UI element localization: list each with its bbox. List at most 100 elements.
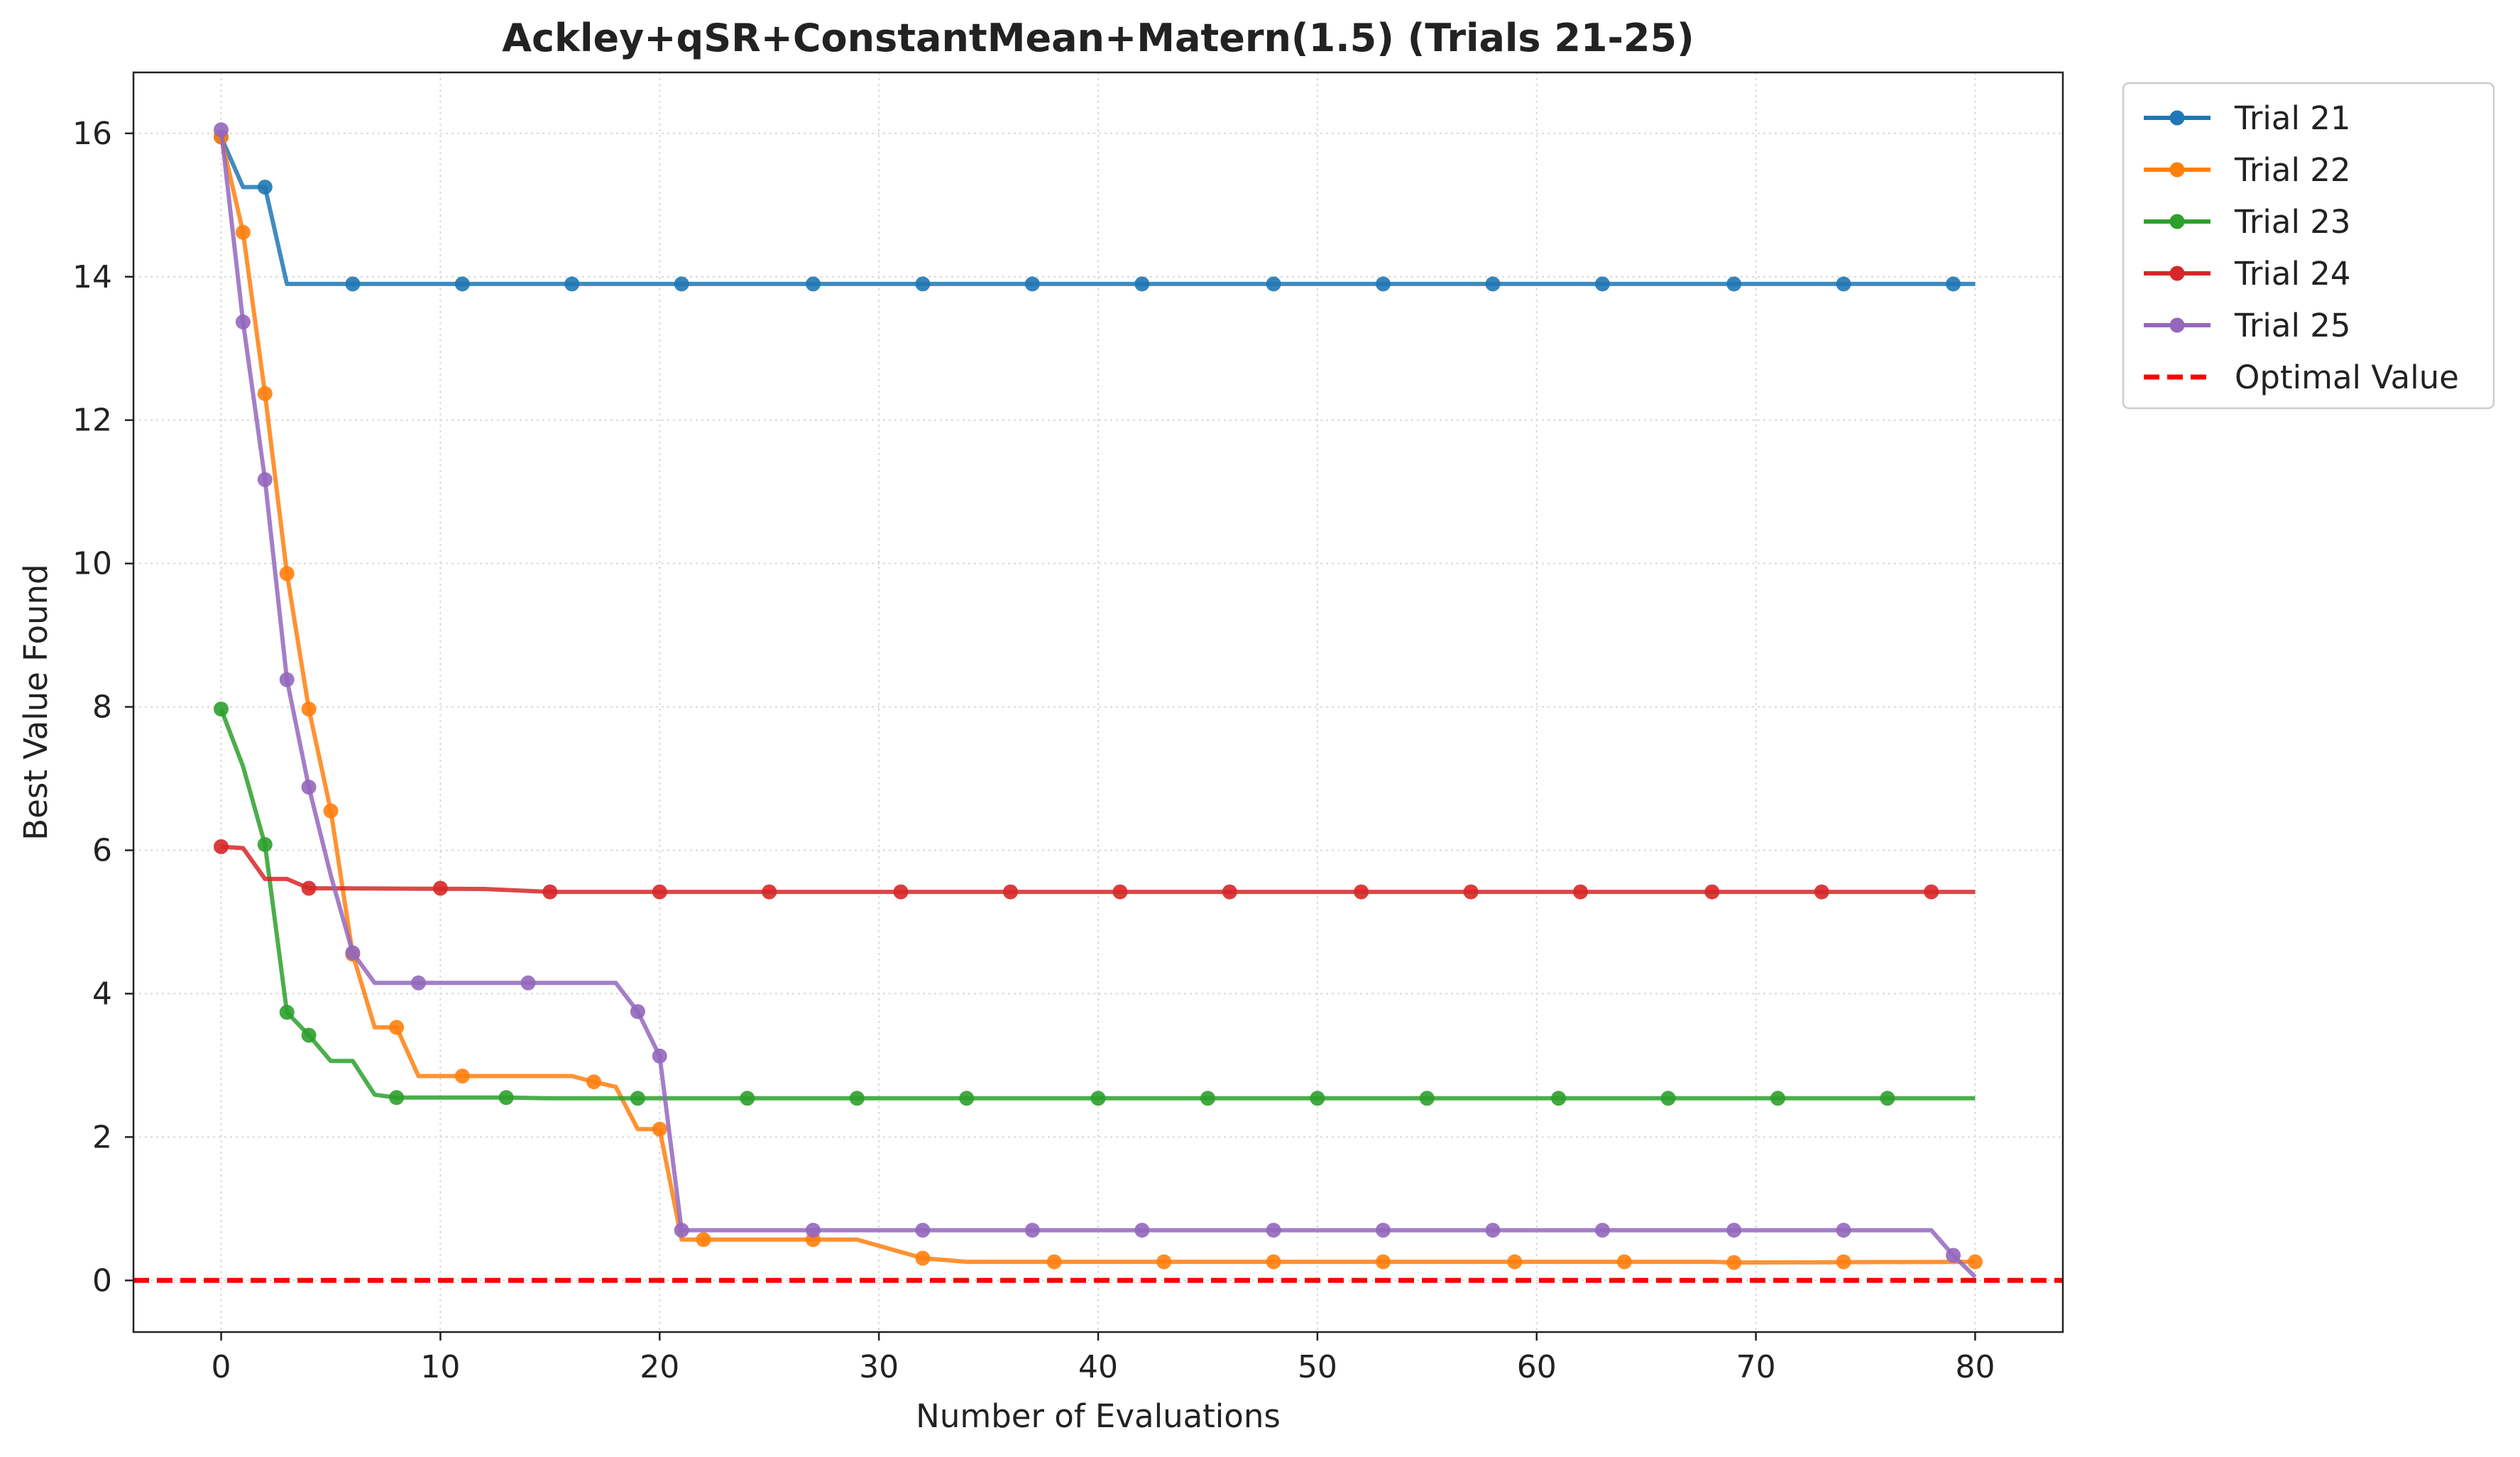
legend: Trial 21 Trial 22 Trial 23 Trial 24 Trial 25… bbox=[2122, 82, 2495, 410]
data-point bbox=[915, 1250, 931, 1266]
data-point bbox=[279, 1005, 295, 1020]
legend-item: Trial 21 bbox=[2144, 99, 2351, 137]
data-point bbox=[257, 836, 273, 852]
data-point bbox=[498, 1090, 514, 1106]
legend-marker bbox=[2169, 110, 2185, 126]
data-point bbox=[214, 839, 229, 854]
data-point bbox=[257, 386, 273, 401]
data-point bbox=[1222, 884, 1237, 900]
data-point bbox=[1616, 1254, 1632, 1270]
data-point bbox=[1924, 884, 1939, 900]
data-point bbox=[1573, 884, 1588, 900]
data-point bbox=[1156, 1254, 1172, 1270]
data-point bbox=[1836, 276, 1851, 292]
data-point bbox=[301, 702, 317, 717]
data-point bbox=[1200, 1091, 1215, 1106]
data-point bbox=[279, 672, 295, 687]
data-point bbox=[1376, 1223, 1391, 1238]
y-tick-label: 8 bbox=[92, 689, 112, 726]
x-tick-label: 70 bbox=[1736, 1349, 1776, 1385]
data-point bbox=[1003, 884, 1018, 900]
data-point bbox=[1836, 1254, 1851, 1270]
data-point bbox=[454, 1069, 470, 1084]
legend-box bbox=[2122, 82, 2495, 410]
data-series bbox=[214, 122, 1983, 1279]
data-point bbox=[1419, 1091, 1435, 1106]
legend-item: Trial 22 bbox=[2144, 151, 2351, 189]
data-point bbox=[301, 880, 317, 896]
data-point bbox=[1726, 1255, 1742, 1270]
data-point bbox=[345, 945, 361, 961]
data-point bbox=[740, 1091, 755, 1106]
x-tick-label: 50 bbox=[1298, 1349, 1337, 1385]
data-point bbox=[696, 1232, 711, 1248]
data-point bbox=[1968, 1254, 1983, 1270]
data-point bbox=[1024, 276, 1040, 292]
legend-label: Trial 23 bbox=[2234, 203, 2351, 241]
legend-marker bbox=[2169, 266, 2185, 281]
data-point bbox=[806, 1223, 821, 1238]
data-point bbox=[257, 180, 273, 195]
data-point bbox=[1880, 1091, 1895, 1106]
data-point bbox=[674, 1223, 689, 1238]
data-point bbox=[1266, 1223, 1281, 1238]
legend-label: Trial 21 bbox=[2234, 99, 2351, 137]
data-point bbox=[389, 1090, 405, 1106]
data-point bbox=[652, 1121, 667, 1137]
x-tick-label: 20 bbox=[640, 1349, 679, 1385]
data-point bbox=[1836, 1223, 1851, 1238]
y-tick-label: 0 bbox=[92, 1262, 112, 1299]
legend-item: Trial 24 bbox=[2144, 255, 2351, 293]
legend-marker bbox=[2169, 214, 2185, 229]
legend-label: Trial 24 bbox=[2234, 255, 2351, 293]
data-point bbox=[959, 1091, 975, 1106]
data-point bbox=[1090, 1091, 1106, 1106]
data-point bbox=[214, 122, 229, 138]
y-axis-label: Best Value Found bbox=[17, 564, 55, 840]
data-point bbox=[411, 975, 426, 991]
series-1 bbox=[214, 129, 1976, 292]
data-point bbox=[1463, 884, 1479, 900]
y-tick-label: 6 bbox=[92, 832, 112, 868]
data-point bbox=[235, 224, 251, 240]
data-point bbox=[301, 780, 317, 795]
legend-label: Optimal Value bbox=[2235, 359, 2459, 396]
data-point bbox=[1594, 276, 1610, 292]
data-point bbox=[520, 975, 536, 991]
data-point bbox=[915, 1223, 931, 1238]
data-point bbox=[323, 803, 339, 819]
data-point bbox=[542, 884, 558, 900]
series-4 bbox=[214, 839, 1976, 900]
data-point bbox=[762, 884, 777, 900]
data-point bbox=[1024, 1223, 1040, 1238]
data-point bbox=[235, 314, 251, 329]
data-point bbox=[257, 472, 273, 487]
data-point bbox=[1946, 276, 1961, 292]
data-point bbox=[630, 1004, 645, 1020]
data-point bbox=[893, 884, 909, 900]
x-tick-label: 40 bbox=[1078, 1349, 1118, 1385]
data-point bbox=[279, 566, 295, 582]
series-line bbox=[219, 129, 1977, 1279]
legend-marker bbox=[2169, 162, 2185, 178]
data-point bbox=[630, 1091, 645, 1106]
data-point bbox=[849, 1091, 865, 1106]
data-point bbox=[674, 276, 689, 292]
legend-marker bbox=[2169, 317, 2185, 333]
data-point bbox=[1660, 1091, 1676, 1106]
legend-item: Trial 25 bbox=[2144, 307, 2351, 344]
data-point bbox=[1726, 276, 1742, 292]
y-tick-label: 10 bbox=[72, 546, 112, 582]
x-tick-label: 30 bbox=[859, 1349, 899, 1385]
data-point bbox=[1485, 1223, 1501, 1238]
data-point bbox=[1112, 884, 1128, 900]
data-point bbox=[915, 276, 931, 292]
data-point bbox=[1770, 1091, 1785, 1106]
data-point bbox=[1134, 1223, 1150, 1238]
data-point bbox=[1594, 1223, 1610, 1238]
data-point bbox=[1814, 884, 1829, 900]
x-tick-label: 60 bbox=[1517, 1349, 1557, 1385]
data-point bbox=[1266, 1254, 1281, 1270]
